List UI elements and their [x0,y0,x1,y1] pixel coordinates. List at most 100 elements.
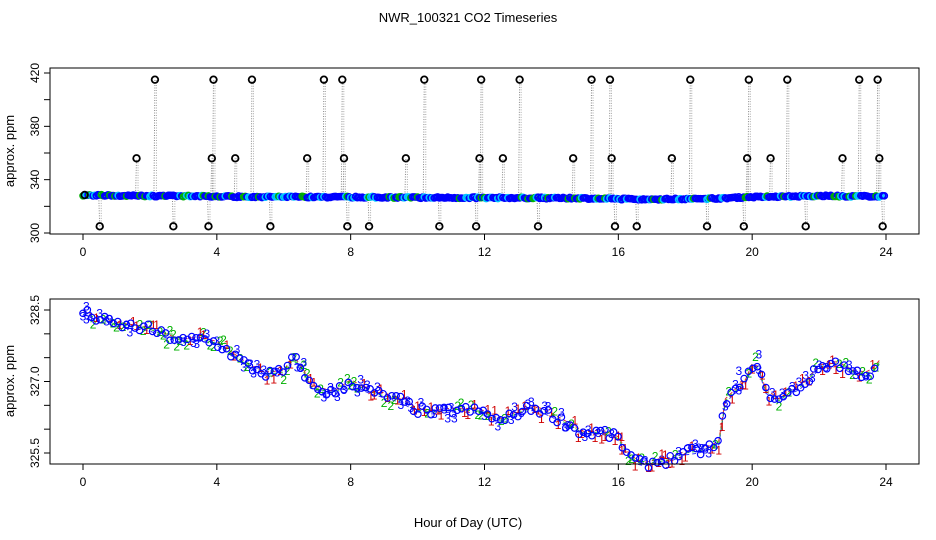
data-point-2: 2 [873,360,880,374]
data-point [648,457,657,466]
data-point [370,389,379,397]
data-point [331,389,340,398]
data-point [100,312,109,321]
top-panel: 0 4 8 12 16 20 24 300 340 380 420 approx. ppm [2,63,920,259]
data-point-1: 1 [548,405,555,419]
data-point-1: 1 [799,372,806,386]
data-point [113,317,122,326]
data-point [287,353,296,361]
data-point [335,382,344,390]
data-point-2: 2 [387,399,394,413]
data-point-1: 1 [371,388,378,402]
data-point [701,444,709,452]
data-point [109,319,118,328]
data-point [461,402,470,411]
data-point [566,193,574,202]
data-point-2: 2 [625,454,632,468]
outlier-point [471,222,481,231]
data-point [144,320,153,329]
data-point-2: 2 [314,387,321,401]
data-point [788,384,796,393]
data-point-3: 3 [735,364,742,378]
data-point-2: 2 [638,451,645,465]
data-point-2: 2 [812,356,819,370]
data-point-2: 2 [183,338,190,352]
data-point [340,385,348,394]
outlier-point [364,222,374,231]
bottom-y-axis-label: approx. ppm [2,345,17,417]
bottom-x-axis: 0 4 8 12 16 20 24 [80,464,893,489]
data-point-2: 2 [776,399,783,413]
data-point-2: 2 [170,327,177,341]
data-point [131,324,139,332]
data-point [631,454,640,462]
data-point-1: 1 [782,385,789,399]
data-point-1: 1 [792,379,799,393]
data-point [840,361,848,369]
data-point-2: 2 [501,411,508,425]
outlier-point [587,75,596,84]
data-point-3: 3 [341,383,348,397]
data-point [618,443,627,452]
data-point [735,383,744,392]
outlier-point [80,190,89,200]
data-point-1: 1 [856,370,863,384]
outlier-connector [705,198,708,227]
outlier-point [605,75,615,84]
data-point-2: 2 [344,372,351,386]
outlier-point [632,222,641,231]
outlier-point [739,222,749,231]
data-point [431,404,440,412]
data-point-1: 1 [662,448,669,462]
data-point-1: 1 [224,338,231,352]
outlier-connector [876,79,879,197]
y-tick-label: 380 [28,116,42,136]
outlier-connector [367,197,370,227]
data-point-3: 3 [608,427,615,441]
data-point-1: 1 [538,412,545,426]
data-point-3: 3 [525,397,532,411]
data-point [205,338,213,347]
data-point [248,367,257,375]
data-point [161,329,170,337]
data-point-1: 1 [715,443,722,457]
data-point-3: 3 [234,343,241,357]
data-point-1: 1 [632,460,639,474]
data-point-2: 2 [725,384,732,398]
data-point [222,344,231,353]
data-point [105,314,113,323]
outlier-connector [590,79,593,199]
outlier-connector [747,79,750,198]
data-point [357,384,366,392]
data-point [653,458,661,467]
outlier-connector [322,79,325,198]
data-point-2: 2 [485,409,492,423]
outlier-point [95,222,104,231]
data-point-2: 2 [177,334,184,348]
data-point [83,306,92,314]
x-tick-label: 8 [347,475,354,489]
data-point [657,457,666,466]
data-point [253,365,261,374]
data-point [279,368,287,376]
data-point-3: 3 [822,361,829,375]
data-point-3: 3 [541,399,548,413]
bottom-series: 3332132332212331122121122222223213312322… [79,300,880,475]
data-point-3: 3 [254,358,261,372]
data-point [531,404,540,413]
data-point [662,461,670,470]
data-point [757,370,766,379]
data-point-1: 1 [153,318,160,332]
data-point [483,410,492,418]
data-point [327,385,335,394]
data-point [692,444,701,453]
y-tick-label: 327.0 [28,366,42,396]
data-point [601,425,609,434]
data-point [553,418,561,427]
data-point-2: 2 [220,333,227,347]
data-point [696,450,705,459]
data-point-3: 3 [247,357,254,371]
data-point [366,384,374,393]
data-point-3: 3 [180,335,187,349]
